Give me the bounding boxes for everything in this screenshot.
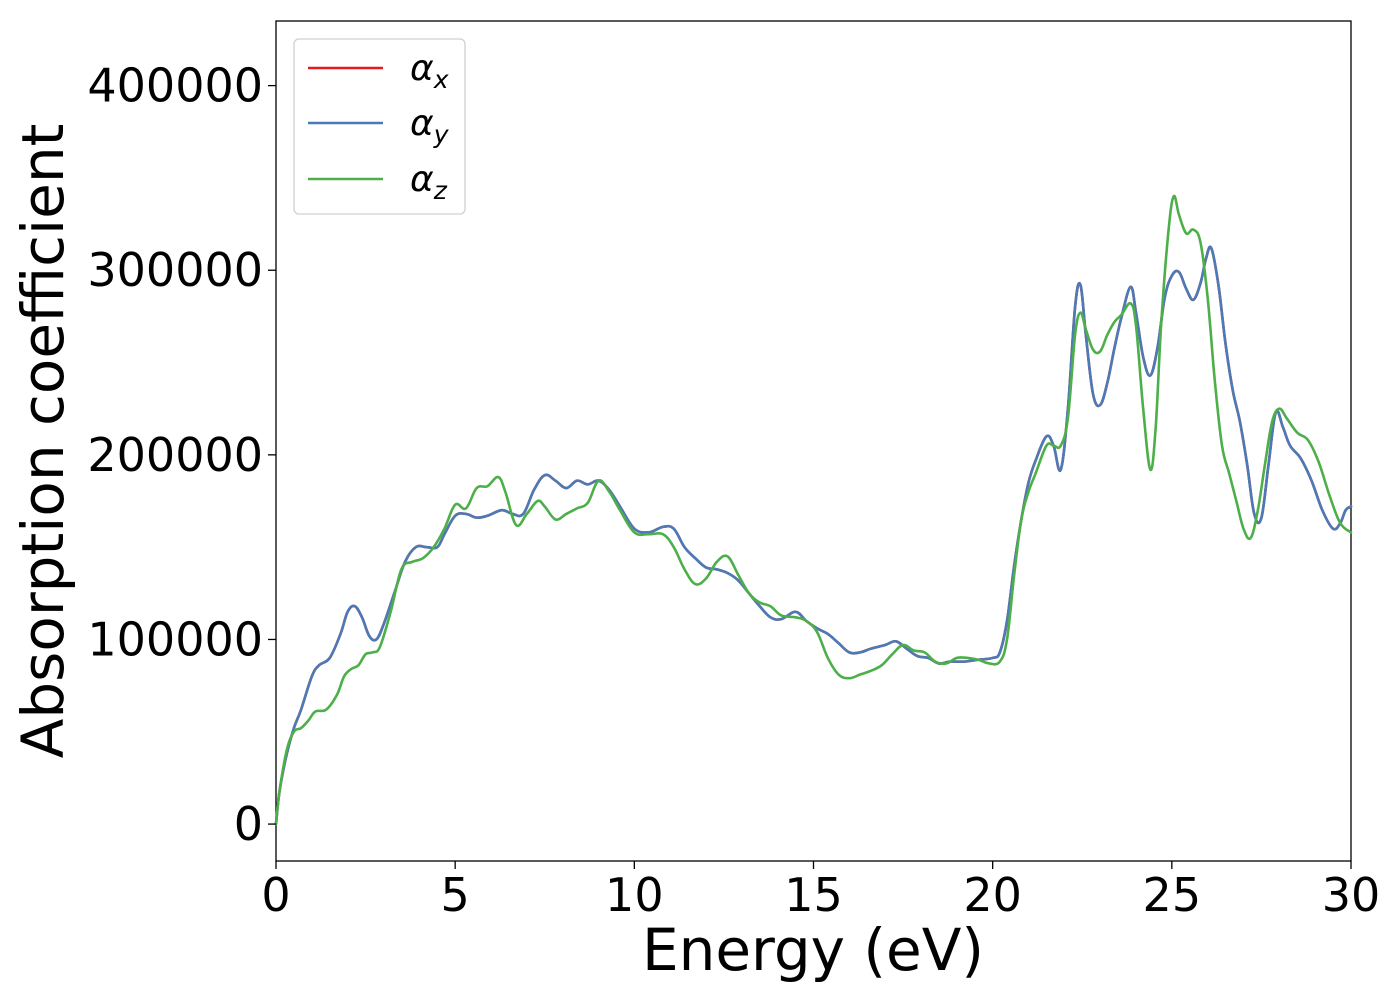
y-tick-label: 100000 bbox=[87, 612, 263, 666]
y-tick-label: 400000 bbox=[87, 59, 263, 113]
x-tick-label: 30 bbox=[1322, 868, 1381, 922]
x-tick-label: 25 bbox=[1143, 868, 1202, 922]
y-axis-ticks: 0 100000 200000 300000 400000 bbox=[87, 59, 276, 851]
series-line-x bbox=[274, 245, 1353, 826]
x-tick-label: 5 bbox=[441, 868, 470, 922]
x-tick-label: 20 bbox=[963, 868, 1022, 922]
x-tick-label: 0 bbox=[261, 868, 290, 922]
x-axis-ticks: 0 5 10 15 20 25 30 bbox=[261, 861, 1380, 922]
x-axis-label: Energy (eV) bbox=[642, 916, 984, 984]
y-tick-label: 0 bbox=[234, 797, 263, 851]
x-tick-label: 10 bbox=[605, 868, 664, 922]
y-tick-label: 300000 bbox=[87, 243, 263, 297]
y-tick-label: 200000 bbox=[87, 428, 263, 482]
y-axis-label: Absorption coefficient bbox=[9, 124, 77, 759]
series-line-z bbox=[274, 194, 1353, 826]
x-tick-label: 15 bbox=[784, 868, 843, 922]
series-line-y bbox=[274, 245, 1353, 826]
legend-box bbox=[293, 38, 466, 215]
series-layer bbox=[274, 194, 1353, 826]
